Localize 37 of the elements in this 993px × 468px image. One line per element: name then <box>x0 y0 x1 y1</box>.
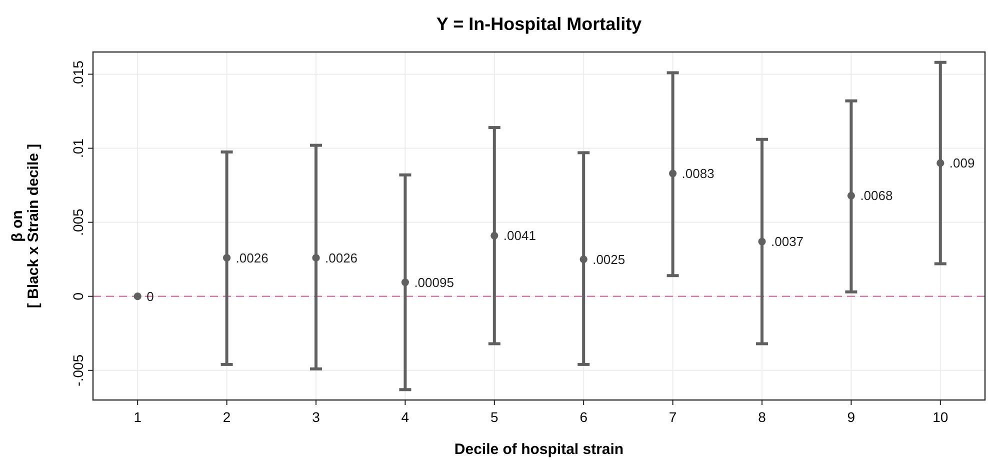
point <box>401 278 409 286</box>
x-tick-label: 7 <box>668 409 677 425</box>
y-axis-title: β on [ Black x Strain decile ] <box>9 144 42 308</box>
chart-title: Y = In-Hospital Mortality <box>436 14 642 34</box>
x-tick-label: 8 <box>758 409 766 425</box>
x-tick-label: 9 <box>847 409 856 425</box>
point <box>490 232 498 240</box>
y-tick-label: 0 <box>70 292 86 300</box>
data-label: .0068 <box>860 188 893 204</box>
data-label: .0026 <box>325 250 358 266</box>
y-tick-label: .005 <box>70 208 86 236</box>
data-label: .00095 <box>414 274 454 290</box>
x-tick-label: 6 <box>580 409 588 425</box>
x-tick-label: 1 <box>134 409 142 425</box>
data-label: .0026 <box>236 250 268 266</box>
data-label: .0041 <box>503 228 536 244</box>
point <box>580 256 588 264</box>
point <box>223 254 231 262</box>
x-axis-title: Decile of hospital strain <box>454 441 624 458</box>
data-label: .0025 <box>592 252 626 267</box>
data-label: .0083 <box>682 166 714 181</box>
data-label: .009 <box>949 156 975 171</box>
point <box>758 238 766 246</box>
y-tick-label: -.005 <box>70 354 86 386</box>
x-tick-label: 4 <box>401 409 410 425</box>
y-tick-label: .015 <box>70 60 86 88</box>
x-tick-label: 5 <box>490 409 498 425</box>
x-tick-label: 3 <box>312 409 320 425</box>
x-tick-label: 2 <box>222 409 231 425</box>
y-tick-label: .01 <box>70 138 86 158</box>
point <box>134 292 142 300</box>
point <box>312 254 320 262</box>
data-label: .0037 <box>771 234 804 250</box>
point <box>847 192 855 200</box>
point <box>936 159 944 167</box>
point <box>669 170 677 178</box>
x-tick-label: 10 <box>932 409 948 425</box>
